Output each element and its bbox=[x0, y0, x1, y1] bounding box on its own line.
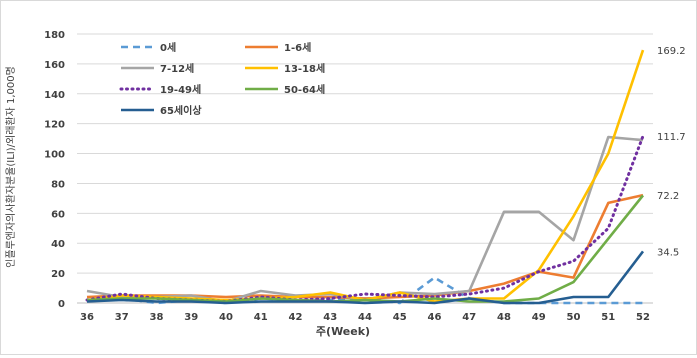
y-tick-label: 40 bbox=[51, 239, 65, 250]
x-tick-label: 46 bbox=[428, 312, 442, 323]
legend-label: 7-12세 bbox=[160, 62, 194, 75]
y-tick-label: 100 bbox=[44, 150, 65, 161]
x-tick-label: 44 bbox=[358, 312, 372, 323]
x-tick-label: 48 bbox=[497, 312, 511, 323]
x-tick-label: 50 bbox=[567, 312, 581, 323]
end-value-label: 34.5 bbox=[657, 247, 679, 258]
x-tick-label: 40 bbox=[219, 312, 233, 323]
x-tick-label: 43 bbox=[323, 312, 337, 323]
legend: 0세 1-6세 7-12세 13-18세 19-49세 50-64세 65세이상 bbox=[119, 41, 325, 117]
x-tick-label: 36 bbox=[80, 312, 94, 323]
y-tick-label: 80 bbox=[51, 179, 65, 190]
x-axis-label: 주(Week) bbox=[316, 325, 370, 338]
series-line bbox=[86, 250, 645, 305]
y-tick-label: 0 bbox=[58, 299, 65, 310]
x-tick-label: 38 bbox=[150, 312, 164, 323]
series-line bbox=[86, 194, 645, 303]
grid bbox=[77, 33, 653, 304]
x-tick-label: 51 bbox=[601, 312, 615, 323]
legend-label: 0세 bbox=[160, 41, 176, 54]
y-tick-label: 20 bbox=[51, 269, 65, 280]
legend-label: 50-64세 bbox=[284, 83, 325, 96]
axes: 0 20 40 60 80 100 120 140 160 180 36 37 38 39 40 41 42 43… bbox=[44, 30, 650, 323]
x-tick-label: 39 bbox=[184, 312, 198, 323]
y-tick-label: 160 bbox=[44, 60, 65, 71]
legend-label: 1-6세 bbox=[284, 41, 311, 54]
y-tick-label: 180 bbox=[44, 30, 65, 41]
end-labels: 169.2 111.7 72.2 34.5 bbox=[657, 46, 686, 258]
x-tick-label: 52 bbox=[636, 312, 650, 323]
y-axis-label: 인플루엔자의사환자분율(ILI)/외래환자 1,000명 bbox=[5, 66, 17, 268]
series-line bbox=[86, 135, 644, 303]
series-line bbox=[86, 193, 644, 300]
series-line bbox=[85, 134, 645, 303]
series-lines bbox=[85, 49, 645, 305]
legend-label: 65세이상 bbox=[160, 104, 202, 117]
y-tick-label: 120 bbox=[44, 120, 65, 131]
x-tick-label: 47 bbox=[462, 312, 476, 323]
legend-label: 13-18세 bbox=[284, 62, 325, 75]
x-tick-label: 45 bbox=[393, 312, 407, 323]
end-value-label: 169.2 bbox=[657, 46, 686, 57]
y-tick-label: 140 bbox=[44, 90, 65, 101]
end-value-label: 111.7 bbox=[657, 132, 686, 143]
x-tick-label: 41 bbox=[254, 312, 268, 323]
legend-label: 19-49세 bbox=[160, 83, 201, 96]
x-tick-label: 42 bbox=[289, 312, 303, 323]
x-tick-label: 37 bbox=[115, 312, 129, 323]
end-value-label: 72.2 bbox=[657, 191, 679, 202]
x-tick-label: 49 bbox=[532, 312, 546, 323]
y-tick-label: 60 bbox=[51, 209, 65, 220]
